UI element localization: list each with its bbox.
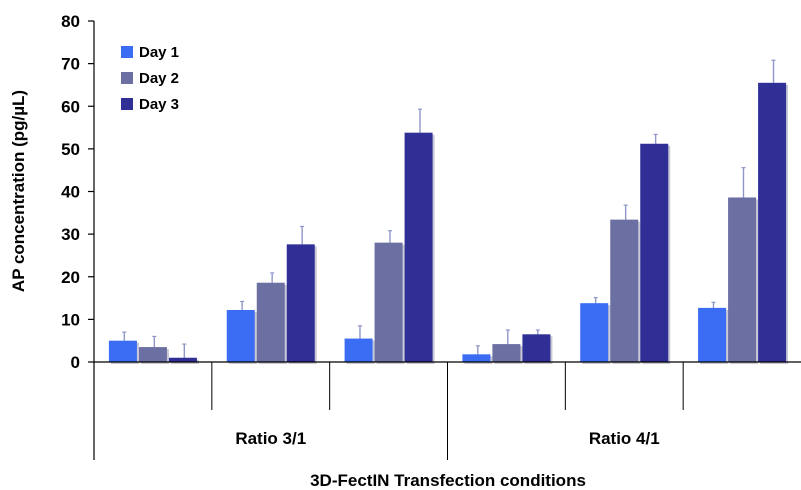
bar bbox=[108, 340, 137, 362]
bar bbox=[580, 303, 609, 362]
y-tick-label: 30 bbox=[61, 225, 80, 244]
y-axis-label: AP concentration (pg/µL) bbox=[9, 90, 28, 292]
bar bbox=[138, 347, 167, 362]
bar bbox=[256, 282, 285, 362]
bar bbox=[492, 344, 521, 362]
legend-swatch bbox=[121, 72, 133, 84]
y-ticks: 0 10 20 30 40 50 60 70 80 bbox=[61, 12, 94, 372]
bars-layer bbox=[108, 59, 789, 365]
bar bbox=[168, 357, 197, 362]
legend: Day 1 Day 2 Day 3 bbox=[121, 44, 179, 113]
y-tick-label: 20 bbox=[61, 268, 80, 287]
bar bbox=[728, 197, 757, 362]
legend-label: Day 2 bbox=[139, 70, 179, 87]
bar bbox=[374, 242, 403, 362]
bar bbox=[344, 338, 373, 362]
bar bbox=[286, 244, 315, 362]
legend-label: Day 1 bbox=[139, 44, 179, 61]
y-tick-label: 80 bbox=[61, 12, 80, 31]
group-label: Ratio 3/1 bbox=[235, 429, 306, 448]
y-tick-label: 70 bbox=[61, 55, 80, 74]
legend-swatch bbox=[121, 46, 133, 58]
legend-swatch bbox=[121, 98, 133, 110]
bar bbox=[610, 219, 639, 362]
legend-label: Day 3 bbox=[139, 96, 179, 113]
bar bbox=[226, 309, 255, 362]
bar bbox=[698, 307, 727, 362]
y-tick-label: 60 bbox=[61, 97, 80, 116]
bar bbox=[522, 334, 551, 362]
y-tick-label: 10 bbox=[61, 310, 80, 329]
group-label: Ratio 4/1 bbox=[589, 429, 660, 448]
y-tick-label: 50 bbox=[61, 140, 80, 159]
x-axis-label: 3D-FectIN Transfection conditions bbox=[310, 471, 586, 490]
bar bbox=[640, 143, 669, 362]
bar bbox=[758, 82, 787, 363]
category-dividers bbox=[211, 362, 684, 460]
group-labels: Ratio 3/1 Ratio 4/1 bbox=[235, 429, 659, 448]
bar bbox=[404, 132, 433, 362]
y-tick-label: 0 bbox=[71, 353, 80, 372]
y-tick-label: 40 bbox=[61, 183, 80, 202]
bar bbox=[462, 354, 491, 362]
